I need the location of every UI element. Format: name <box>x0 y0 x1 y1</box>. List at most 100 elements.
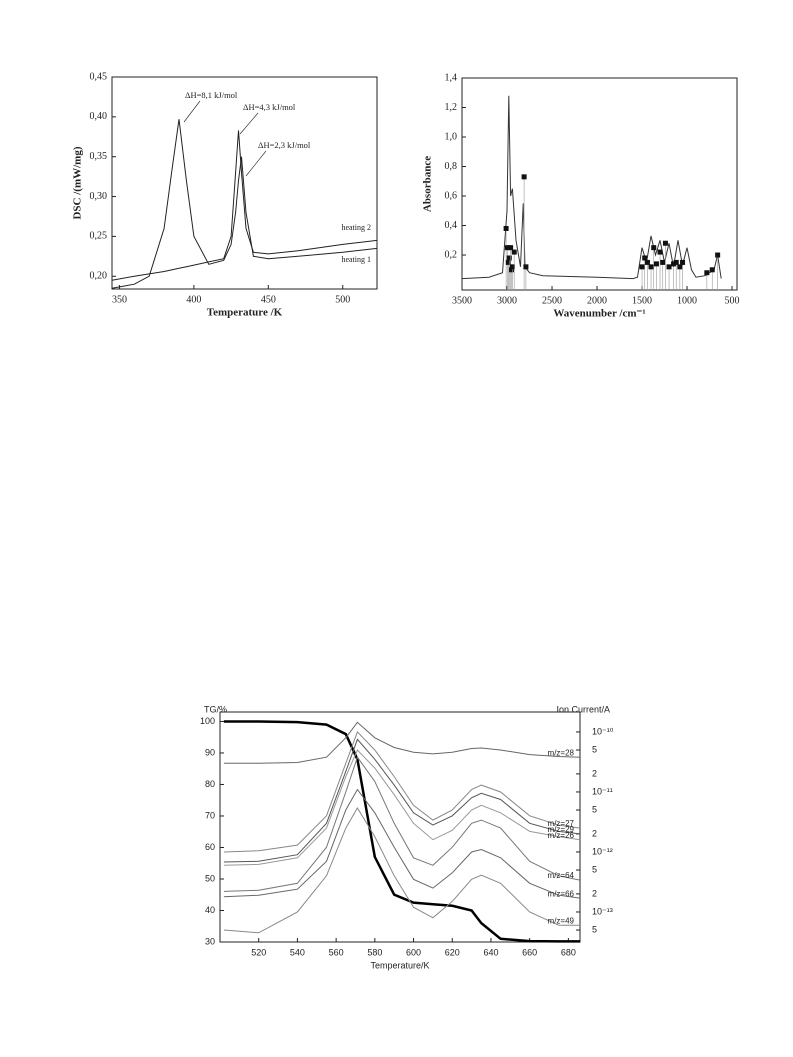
point <box>508 245 514 251</box>
x-axis-label: Wavenumber /cm⁻¹ <box>553 308 645 320</box>
leader <box>239 112 259 135</box>
point <box>671 261 677 267</box>
y-tick-label: 1,2 <box>445 102 458 113</box>
y-tick-label: 1,4 <box>445 72 458 83</box>
point <box>523 264 529 270</box>
y2-tick-label: 2 <box>592 888 597 898</box>
y-tick-label: 70 <box>205 810 215 820</box>
x-tick-label: 540 <box>290 947 305 957</box>
x-tick-label: 520 <box>251 947 266 957</box>
series-label: m/z=26 <box>548 831 575 840</box>
x-tick-label: 2500 <box>542 295 562 306</box>
series-label: m/z=49 <box>548 916 575 925</box>
point <box>704 270 710 276</box>
point <box>639 264 645 270</box>
x-axis-label: Temperature/K <box>370 960 429 970</box>
x-tick-label: 350 <box>112 294 127 305</box>
point <box>504 245 510 251</box>
point <box>666 264 672 270</box>
x-tick-label: 450 <box>261 294 276 305</box>
leader <box>245 150 267 177</box>
series-label: m/z=66 <box>548 889 575 898</box>
y2-tick-label: 2 <box>592 828 597 838</box>
series-line <box>223 730 581 853</box>
series-line <box>223 721 581 764</box>
y-tick-label: 60 <box>205 842 215 852</box>
series-label: m/z=28 <box>548 748 575 757</box>
annotation: ΔH=4,3 kJ/mol <box>243 102 296 112</box>
y-axis-label: Absorbance <box>422 156 434 212</box>
y2-tick-label: 10⁻¹² <box>592 846 613 856</box>
x-tick-label: 500 <box>725 295 740 306</box>
point <box>503 225 509 231</box>
y-tick-label: 0,45 <box>90 71 108 82</box>
series-line <box>223 720 580 943</box>
point <box>509 264 515 270</box>
point <box>648 264 654 270</box>
series-line <box>223 788 581 899</box>
point <box>677 264 683 270</box>
y-axis-label: DSC /(mW/mg) <box>72 146 84 219</box>
y2-tick-label: 2 <box>592 768 597 778</box>
point <box>506 255 512 261</box>
x-tick-label: 3000 <box>497 295 517 306</box>
y-tick-label: 30 <box>205 936 215 946</box>
x-axis-label: Temperature /K <box>207 307 283 319</box>
y-tick-label: 90 <box>205 747 215 757</box>
point <box>715 252 721 258</box>
y2-tick-label: 5 <box>592 744 597 754</box>
y2-axis-label: Ion Current/A <box>556 704 610 714</box>
leader <box>183 100 201 123</box>
y2-tick-label: 5 <box>592 864 597 874</box>
x-tick-label: 580 <box>367 947 382 957</box>
dsc-leaders <box>183 100 267 177</box>
x-tick-label: 680 <box>561 947 576 957</box>
x-tick-label: 2000 <box>587 295 607 306</box>
y-tick-label: 0,6 <box>445 190 458 201</box>
point <box>657 249 663 255</box>
x-tick-label: 3500 <box>452 295 472 306</box>
point <box>662 240 668 246</box>
y-tick-label: 50 <box>205 873 215 883</box>
series-line <box>111 130 378 281</box>
point <box>709 267 715 273</box>
plot-frame <box>219 711 581 943</box>
series-line <box>223 749 581 866</box>
x-tick-label: 620 <box>445 947 460 957</box>
x-tick-label: 500 <box>335 294 350 305</box>
y-axis-label: TG/% <box>204 704 227 714</box>
x-tick-label: 400 <box>186 294 201 305</box>
y-tick-label: 1,0 <box>445 131 458 142</box>
series-label: m/z=27 <box>548 819 575 828</box>
series-line <box>223 807 580 934</box>
point <box>509 267 515 273</box>
point <box>644 259 650 265</box>
point <box>511 249 517 255</box>
series-label: m/z=29 <box>548 825 575 834</box>
x-tick-label: 1000 <box>677 295 697 306</box>
point <box>653 261 659 267</box>
y-tick-label: 0,2 <box>445 249 458 260</box>
series-label: heating 2 <box>341 223 371 232</box>
y-tick-label: 0,40 <box>90 111 108 122</box>
y-tick-label: 0,8 <box>445 161 458 172</box>
y2-tick-label: 10⁻¹³ <box>592 906 613 916</box>
y-tick-label: 0,4 <box>445 220 458 231</box>
x-tick-label: 600 <box>406 947 421 957</box>
y-tick-label: 0,30 <box>90 191 108 202</box>
y2-tick-label: 5 <box>592 924 597 934</box>
point <box>680 259 686 265</box>
series-line <box>461 95 722 280</box>
x-tick-label: 1500 <box>632 295 652 306</box>
y-tick-label: 40 <box>205 905 215 915</box>
series-label: m/z=64 <box>548 871 575 880</box>
series-line <box>111 119 378 289</box>
y-tick-label: 0,35 <box>90 151 108 162</box>
x-tick-label: 640 <box>483 947 498 957</box>
plot-frame <box>111 76 378 290</box>
point <box>673 259 679 265</box>
series-line <box>223 756 581 892</box>
point <box>660 259 666 265</box>
x-tick-label: 660 <box>522 947 537 957</box>
